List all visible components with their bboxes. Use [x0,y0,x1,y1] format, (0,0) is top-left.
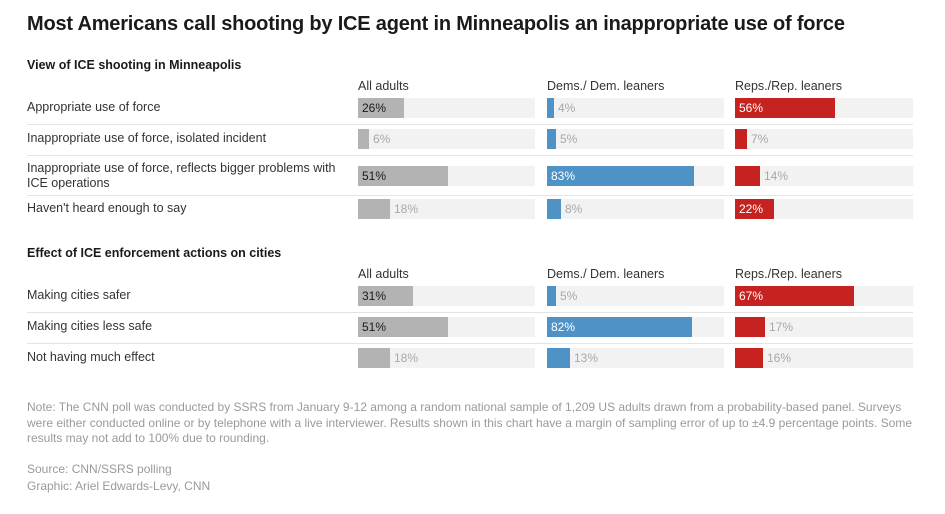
column-header-reps: Reps./Rep. leaners [735,267,843,281]
bar-reps [735,348,763,368]
row-divider [27,195,913,196]
data-label-dems: 83% [551,169,576,183]
bar-track-reps: 67% [735,286,913,306]
data-label-reps: 17% [769,320,794,334]
data-label-dems: 4% [558,101,576,115]
row-divider [27,312,913,313]
row-label: Not having much effect [27,350,155,364]
bar-track-all-adults: 51% [358,317,535,337]
data-label-reps: 14% [764,169,789,183]
bar-dems [547,199,561,219]
bar-track-dems: 5% [547,129,724,149]
bar-reps [735,166,760,186]
data-label-dems: 5% [560,132,578,146]
data-label-reps: 22% [739,202,764,216]
bar-dems [547,317,692,337]
data-label-reps: 67% [739,289,764,303]
row-label: Inappropriate use of force, isolated inc… [27,131,267,145]
bar-track-all-adults: 26% [358,98,535,118]
row-label: Inappropriate use of force, reflects big… [27,161,336,190]
bar-dems [547,129,556,149]
bar-track-all-adults: 18% [358,199,535,219]
data-label-reps: 16% [767,351,792,365]
bar-track-reps: 16% [735,348,913,368]
bar-dems [547,348,570,368]
bar-all-adults [358,348,390,368]
bar-all-adults [358,98,404,118]
source-line: Source: CNN/SSRS polling [27,462,172,476]
data-label-all-adults: 31% [362,289,387,303]
data-label-reps: 7% [751,132,769,146]
bar-track-reps: 14% [735,166,913,186]
chart-title: Most Americans call shooting by ICE agen… [27,13,845,35]
bar-track-all-adults: 51% [358,166,535,186]
bar-track-all-adults: 31% [358,286,535,306]
bar-track-all-adults: 6% [358,129,535,149]
data-label-all-adults: 18% [394,351,419,365]
bar-all-adults [358,199,390,219]
data-label-all-adults: 51% [362,320,387,334]
data-label-reps: 56% [739,101,764,115]
bar-dems [547,286,556,306]
bar-all-adults [358,317,448,337]
data-label-all-adults: 26% [362,101,387,115]
bar-dems [547,98,554,118]
methodology-note: Note: The CNN poll was conducted by SSRS… [27,400,913,445]
column-header-reps: Reps./Rep. leaners [735,79,843,93]
bar-track-dems: 13% [547,348,724,368]
bar-reps [735,98,835,118]
section-title: View of ICE shooting in Minneapolis [27,58,242,72]
bar-all-adults [358,166,448,186]
bar-reps [735,286,854,306]
data-label-dems: 82% [551,320,576,334]
data-label-all-adults: 18% [394,202,419,216]
bar-track-dems: 4% [547,98,724,118]
bar-dems [547,166,694,186]
column-header-all-adults: All adults [358,79,409,93]
column-header-all-adults: All adults [358,267,409,281]
bar-all-adults [358,286,413,306]
bar-track-reps: 7% [735,129,913,149]
data-label-all-adults: 6% [373,132,391,146]
bar-track-reps: 17% [735,317,913,337]
row-label: Making cities less safe [27,319,153,333]
column-header-dems: Dems./ Dem. leaners [547,267,665,281]
bar-track-reps: 56% [735,98,913,118]
data-label-dems: 8% [565,202,583,216]
data-label-dems: 13% [574,351,599,365]
row-divider [27,124,913,125]
row-divider [27,343,913,344]
bar-track-dems: 5% [547,286,724,306]
section-title: Effect of ICE enforcement actions on cit… [27,246,282,260]
graphic-credit: Graphic: Ariel Edwards-Levy, CNN [27,479,211,493]
bar-track-all-adults: 18% [358,348,535,368]
bar-track-dems: 83% [547,166,724,186]
column-header-dems: Dems./ Dem. leaners [547,79,665,93]
bar-track-dems: 82% [547,317,724,337]
bar-reps [735,317,765,337]
bar-track-reps: 22% [735,199,913,219]
row-label: Making cities safer [27,288,131,302]
row-label: Appropriate use of force [27,100,161,114]
data-label-dems: 5% [560,289,578,303]
bar-track-dems: 8% [547,199,724,219]
row-divider [27,155,913,156]
bar-all-adults [358,129,369,149]
bar-reps [735,199,774,219]
data-label-all-adults: 51% [362,169,387,183]
bar-reps [735,129,747,149]
row-label: Haven't heard enough to say [27,201,187,215]
